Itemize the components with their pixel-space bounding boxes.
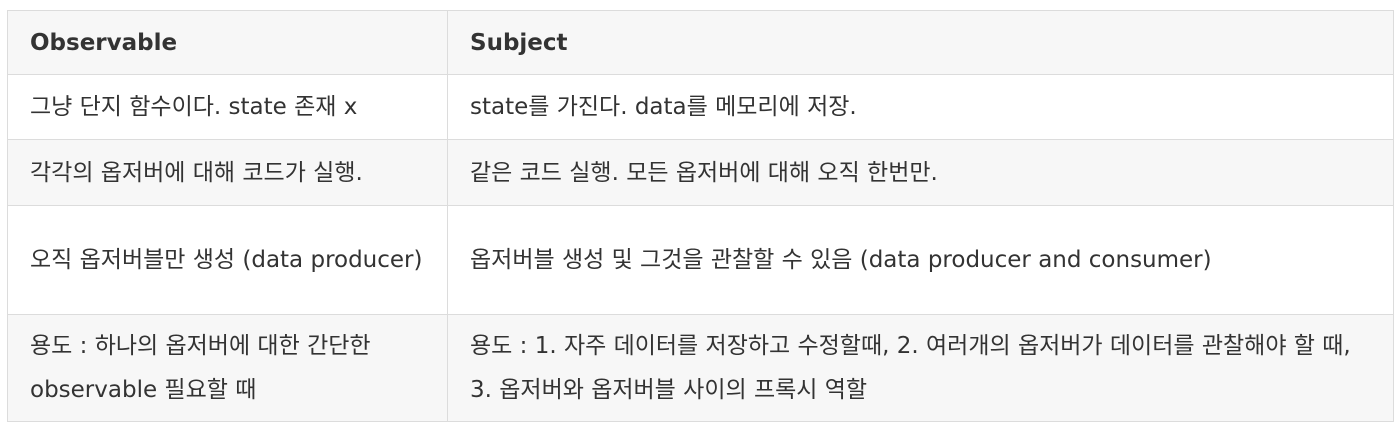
comparison-table-container: Observable Subject 그냥 단지 함수이다. state 존재 …	[7, 10, 1394, 422]
cell-observable: 각각의 옵저버에 대해 코드가 실행.	[7, 139, 448, 206]
table-row: 그냥 단지 함수이다. state 존재 x state를 가진다. data를…	[7, 74, 1394, 140]
cell-subject: state를 가진다. data를 메모리에 저장.	[447, 74, 1394, 140]
header-subject: Subject	[447, 10, 1394, 75]
cell-observable: 그냥 단지 함수이다. state 존재 x	[7, 74, 448, 140]
cell-subject: 같은 코드 실행. 모든 옵저버에 대해 오직 한번만.	[447, 139, 1394, 206]
cell-observable: 용도 : 하나의 옵저버에 대한 간단한 observable 필요할 때	[7, 314, 448, 422]
table-row: 오직 옵저버블만 생성 (data producer) 옵저버블 생성 및 그것…	[7, 205, 1394, 315]
cell-subject: 용도 : 1. 자주 데이터를 저장하고 수정할때, 2. 여러개의 옵저버가 …	[447, 314, 1394, 422]
header-observable: Observable	[7, 10, 448, 75]
table-row: 용도 : 하나의 옵저버에 대한 간단한 observable 필요할 때 용도…	[7, 314, 1394, 422]
table-row: 각각의 옵저버에 대해 코드가 실행. 같은 코드 실행. 모든 옵저버에 대해…	[7, 139, 1394, 206]
comparison-table: Observable Subject 그냥 단지 함수이다. state 존재 …	[7, 10, 1394, 422]
table-header-row: Observable Subject	[7, 10, 1394, 75]
cell-observable: 오직 옵저버블만 생성 (data producer)	[7, 205, 448, 315]
cell-subject: 옵저버블 생성 및 그것을 관찰할 수 있음 (data producer an…	[447, 205, 1394, 315]
